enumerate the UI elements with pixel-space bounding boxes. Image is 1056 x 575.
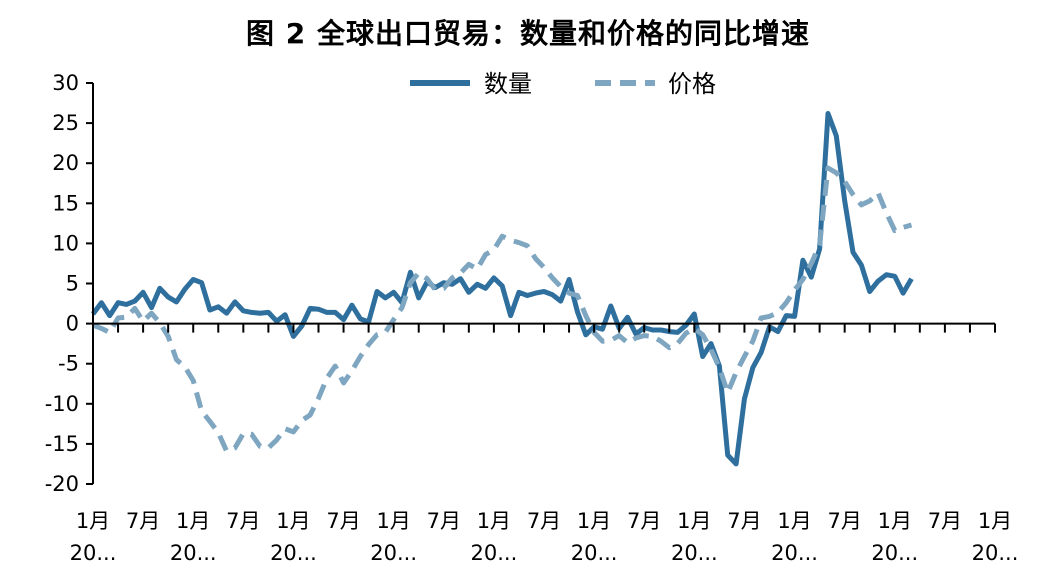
y-tick-label: -5 [58,352,79,376]
x-tick-label-year: 20... [571,541,618,565]
y-tick-label: 25 [52,111,79,135]
series-line-quantity [90,111,914,467]
legend: 数量 价格 [410,70,716,98]
legend-label-price: 价格 [668,70,716,98]
x-tick-label: 1月 [76,509,110,533]
x-tick-label-year: 20... [471,541,518,565]
x-tick-label: 7月 [627,509,661,533]
x-tick-label-year: 20... [771,541,818,565]
y-tick-label: -10 [45,392,79,416]
x-tick-label: 7月 [126,509,160,533]
x-tick-label: 1月 [276,509,310,533]
x-tick-label: 1月 [677,509,711,533]
x-tick-label-year: 20... [170,541,217,565]
x-tick-label: 1月 [477,509,511,533]
chart-title: 图 2 全球出口贸易：数量和价格的同比增速 [246,17,810,50]
labels-layer: 30 25 20 15 10 5 0 -5 -10 -15 -20 1月 20... 7月 1月 20... 7… [45,71,1019,565]
y-tick-label: 0 [66,312,79,336]
x-tick-label: 1月 [577,509,611,533]
x-tick-label: 7月 [427,509,461,533]
x-tick-label-year: 20... [70,541,117,565]
x-tick-label-year: 20... [972,541,1019,565]
x-tick-label-year: 20... [270,541,317,565]
x-tick-label: 7月 [727,509,761,533]
x-tick-label-year: 20... [871,541,918,565]
x-tick-label: 7月 [527,509,561,533]
x-tick-label: 1月 [376,509,410,533]
x-tick-label-year: 20... [370,541,417,565]
x-tick-label: 1月 [978,509,1012,533]
x-tick-label: 7月 [326,509,360,533]
legend-label-quantity: 数量 [484,70,532,98]
x-tick-label: 7月 [226,509,260,533]
x-tick-label: 1月 [176,509,210,533]
y-tick-label: -15 [45,432,79,456]
x-tick-label: 7月 [827,509,861,533]
x-tick-label: 1月 [878,509,912,533]
x-tick-label-year: 20... [671,541,718,565]
y-tick-label: 10 [52,231,79,255]
axes-layer [86,82,996,485]
y-tick-label: 30 [52,71,79,95]
y-tick-label: -20 [45,472,79,496]
x-tick-label: 7月 [928,509,962,533]
y-tick-label: 15 [52,191,79,215]
y-tick-label: 20 [52,151,79,175]
y-tick-label: 5 [66,272,79,296]
series-line-price [92,165,913,454]
x-tick-label: 1月 [777,509,811,533]
series-layer [90,111,914,467]
